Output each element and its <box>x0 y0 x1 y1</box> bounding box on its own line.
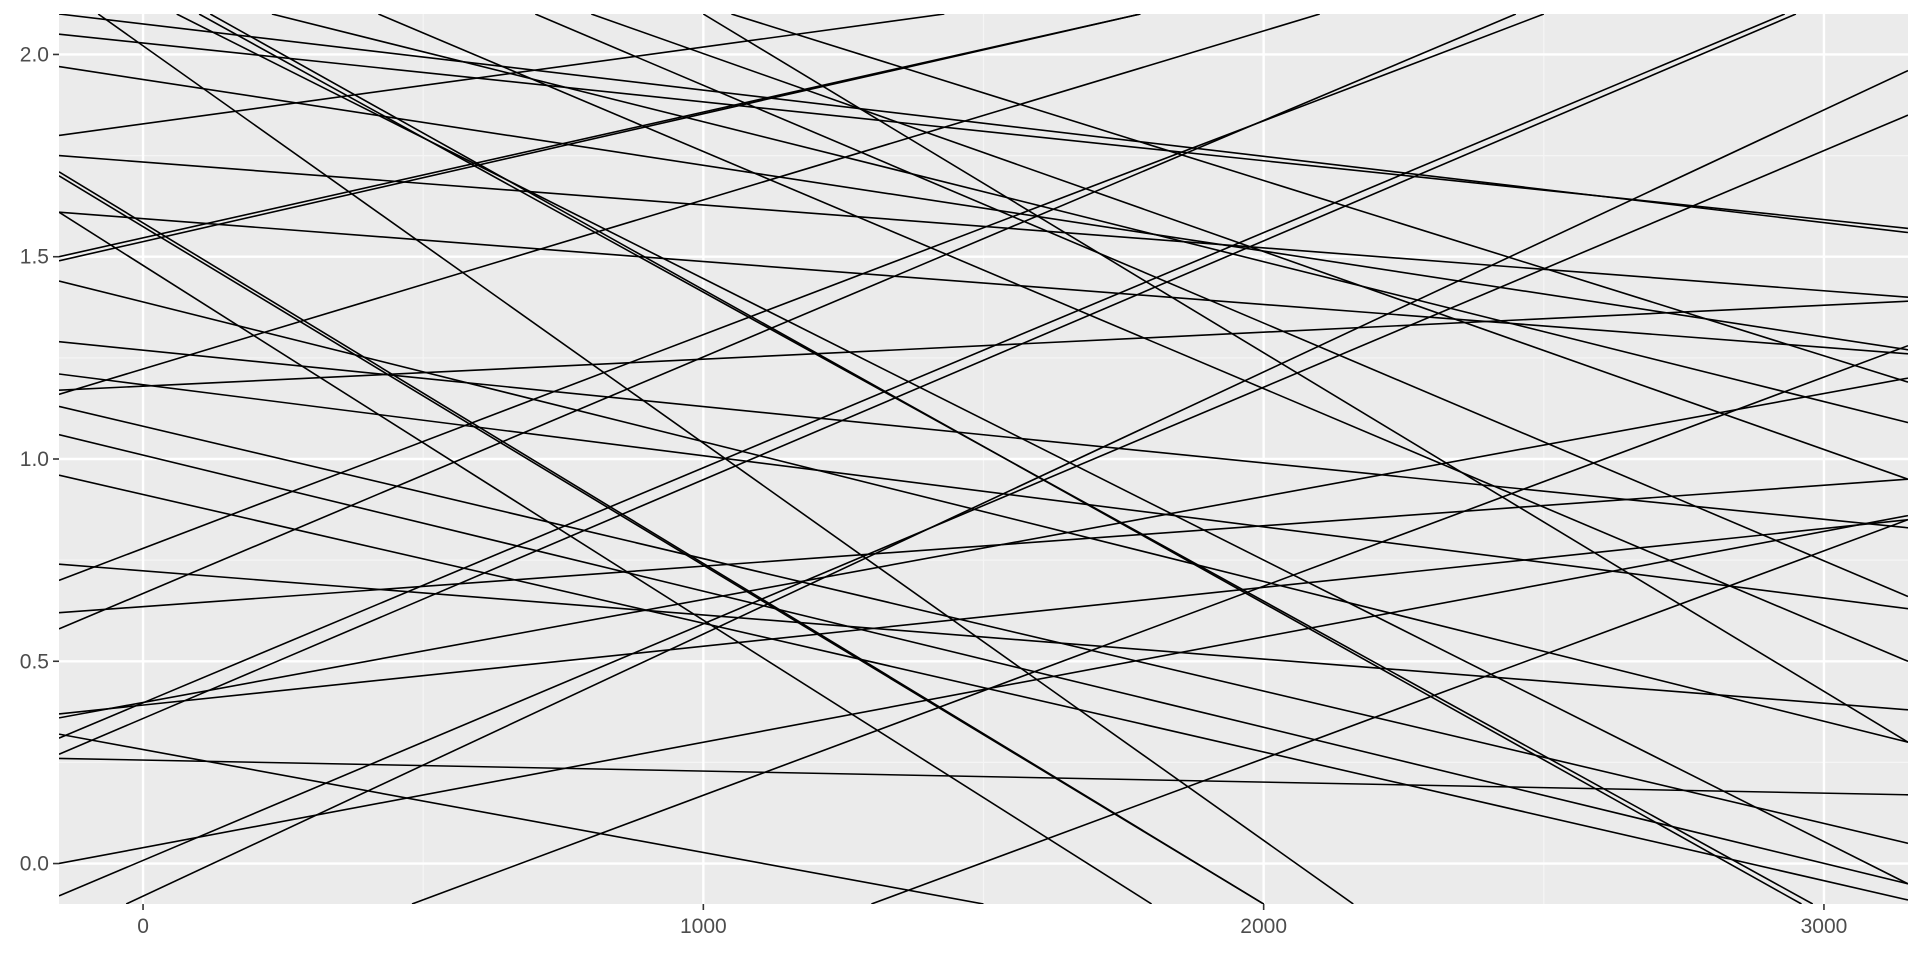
series-line-38 <box>378 14 1908 663</box>
series-line-19 <box>59 377 1908 719</box>
series-lines <box>59 14 1908 904</box>
series-line-20 <box>59 733 984 904</box>
series-line-6 <box>59 154 1908 298</box>
series-line-40 <box>591 14 1908 480</box>
series-line-14 <box>59 433 1908 885</box>
series-line-16 <box>59 563 1908 711</box>
series-line-41 <box>731 14 1908 383</box>
series-line-44 <box>59 211 1153 904</box>
x-tick-label: 3000 <box>1801 915 1848 938</box>
series-line-21 <box>59 514 1908 865</box>
y-tick-label: 0.0 <box>20 853 49 876</box>
series-line-15 <box>59 474 1908 901</box>
series-line-12 <box>59 14 1320 396</box>
series-line-13 <box>59 405 1908 845</box>
series-line-4 <box>59 33 1908 230</box>
series-line-37 <box>271 14 1908 424</box>
series-line-5 <box>59 65 1908 351</box>
series-line-22 <box>59 14 1545 582</box>
y-tick-label: 1.0 <box>20 448 49 471</box>
series-line-31 <box>59 175 1265 904</box>
y-axis: 0.0 0.5 1.0 1.5 2.0 <box>20 43 59 876</box>
series-line-34 <box>176 14 1908 885</box>
x-tick-label: 1000 <box>680 915 727 938</box>
series-line-1 <box>59 757 1908 796</box>
series-line-43 <box>59 14 1141 262</box>
series-line-28 <box>411 344 1908 904</box>
series-line-32 <box>59 280 1908 743</box>
series-line-36 <box>209 14 1802 904</box>
series-line-26 <box>59 114 1908 897</box>
y-tick-label: 2.0 <box>20 43 49 66</box>
series-line-27 <box>125 69 1908 904</box>
series-line-11 <box>59 300 1908 391</box>
series-line-17 <box>59 478 1908 614</box>
x-tick-label: 2000 <box>1240 915 1287 938</box>
series-line-33 <box>97 14 1354 904</box>
y-tick-label: 1.5 <box>20 246 49 269</box>
series-line-39 <box>534 14 1908 598</box>
y-tick-label: 0.5 <box>20 650 49 673</box>
series-line-24 <box>59 14 1786 739</box>
series-line-25 <box>59 14 1797 756</box>
series-line-29 <box>871 518 1908 904</box>
series-line-42 <box>702 14 1908 743</box>
series-line-9 <box>59 340 1908 529</box>
x-axis: 0 1000 2000 3000 <box>137 904 1847 938</box>
series-line-18 <box>59 518 1908 715</box>
series-line-7 <box>59 211 1908 355</box>
series-line-10 <box>59 373 1908 610</box>
x-tick-label: 0 <box>137 915 149 938</box>
